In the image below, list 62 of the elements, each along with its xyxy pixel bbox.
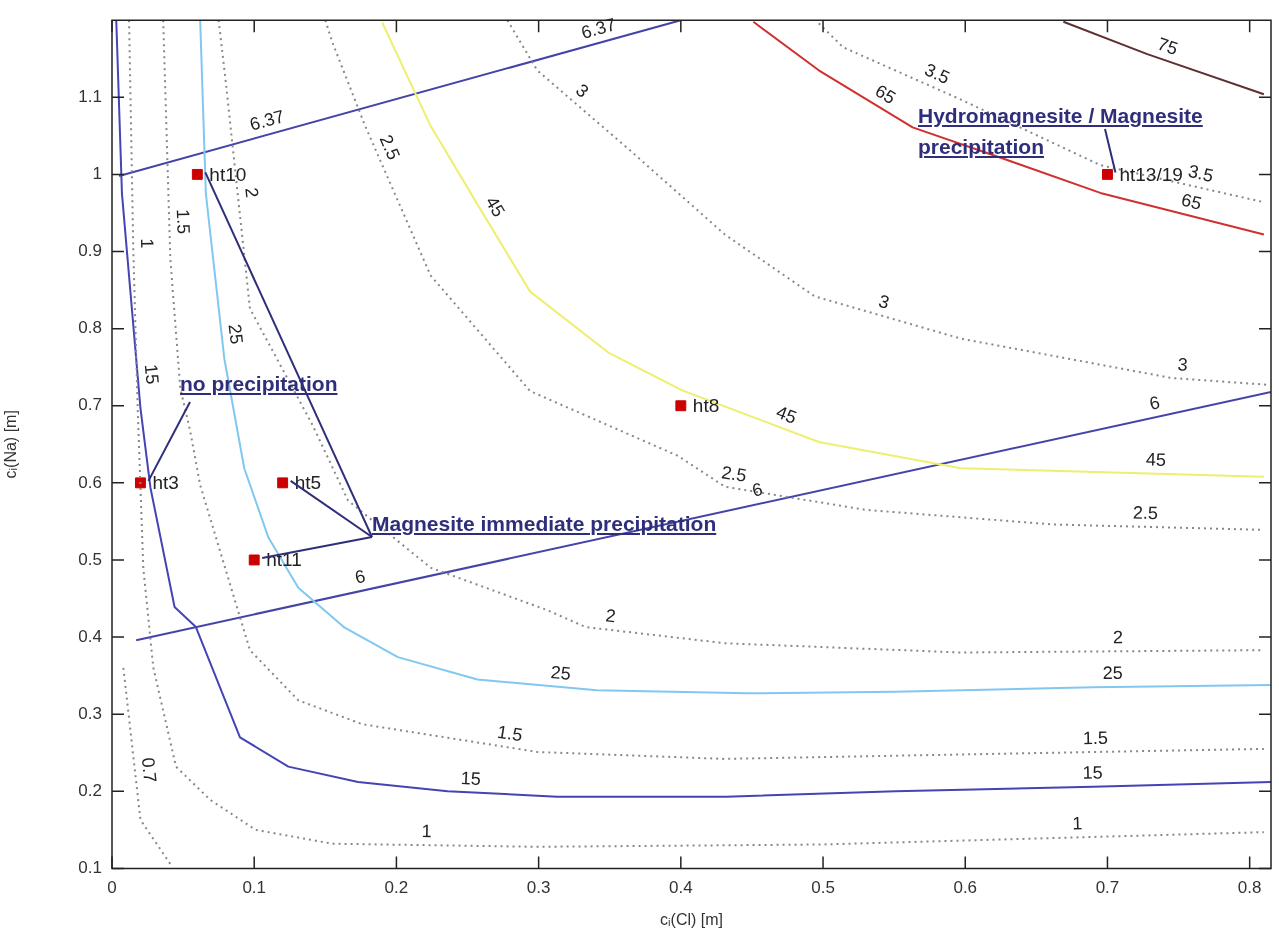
text: 1 [421,821,432,842]
text: 2 [604,605,617,627]
text: 6.37 [247,106,287,135]
y-tick-label: 0.3 [78,703,102,723]
text: 6.37 [578,14,618,43]
text: 0.7 [137,756,161,784]
x-tick-label: 0.3 [526,878,551,898]
text: 3.5 [921,59,953,88]
y-tick-label: 0.6 [78,472,102,492]
y-tick-label: 0.7 [78,395,102,415]
y-tick-label: 1 [92,164,102,184]
text: 45 [481,192,509,221]
x-tick-label: 0.1 [242,878,267,898]
text: 25 [224,322,247,346]
x-tick-label: 0.4 [669,878,693,898]
annotation: ht13/19 [1119,163,1183,185]
text: 3 [1176,354,1189,376]
text: 45 [1145,449,1167,470]
annotation: ht8 [692,394,720,416]
text: 2.5 [1132,502,1159,524]
text: 6 [1147,392,1162,414]
annotation: ht10 [209,163,247,185]
text: 65 [1179,189,1204,214]
y-tick-label: 0.1 [78,858,102,878]
text: 45 [773,401,800,428]
text: 15 [1082,762,1103,783]
text: 2.5 [375,131,405,163]
x-axis-title: cᵢ(Cl) [m] [660,910,723,928]
x-tick-label: 0.6 [953,878,978,898]
text: 75 [1154,33,1181,59]
annotation: ht3 [152,472,179,494]
text: 1 [137,238,158,249]
text: 15 [460,767,482,789]
text: 6 [353,565,368,588]
text: 6 [750,479,765,501]
y-tick-label: 0.4 [78,626,102,646]
annotation: ht5 [294,472,322,494]
text: 1.5 [1082,727,1109,749]
y-tick-label: 0.2 [78,780,102,800]
x-tick-label: 0.8 [1237,878,1262,898]
text: 3 [876,290,892,313]
text: 1.5 [172,208,194,235]
series-label: 1 [1072,813,1083,834]
text: 25 [1102,662,1123,684]
x-tick-label: 0 [107,878,117,898]
y-tick-label: 1.1 [78,87,102,106]
x-tick-label: 0.5 [811,878,835,898]
text: 2 [241,186,263,199]
text: 1.5 [495,721,524,746]
x-tick-label: 0.7 [1095,878,1120,898]
text: 2 [1112,627,1124,648]
y-tick-label: 0.5 [78,549,102,569]
text: 25 [549,662,572,684]
text: 3 [571,79,593,102]
x-tick-label: 0.2 [384,878,409,898]
y-tick-label: 0.8 [78,318,102,338]
text: 65 [871,80,900,109]
text: 2.5 [720,462,748,486]
y-axis-title: cᵢ(Na) [m] [2,410,20,479]
y-tick-label: 0.9 [78,241,102,261]
text: 3.5 [1186,160,1216,187]
text: 15 [140,363,163,386]
